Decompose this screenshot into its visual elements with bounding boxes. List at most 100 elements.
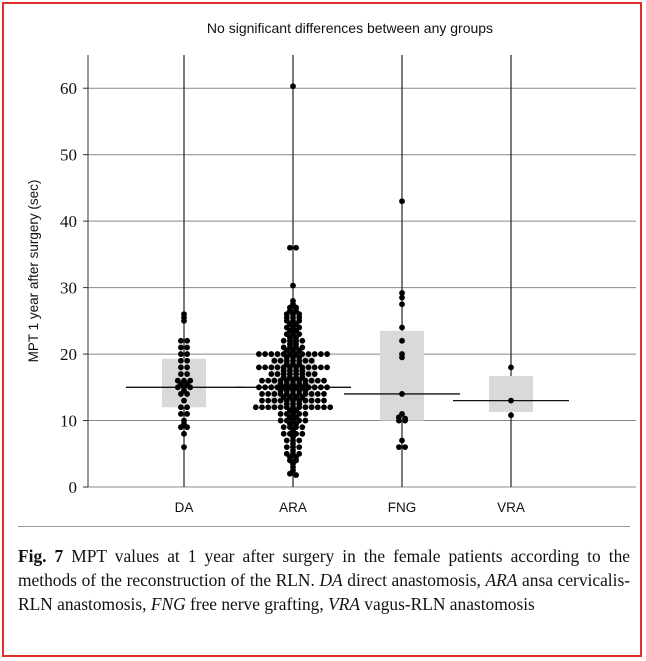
data-point — [302, 357, 309, 364]
data-point — [296, 387, 303, 394]
data-point — [259, 397, 265, 404]
data-point — [399, 198, 405, 205]
data-point — [305, 351, 312, 357]
caption-abbrev: VRA — [328, 594, 360, 614]
data-point — [265, 377, 272, 384]
data-point — [327, 404, 334, 411]
data-point — [508, 364, 514, 371]
data-point — [302, 404, 309, 411]
data-point — [280, 337, 287, 344]
data-point — [287, 334, 293, 341]
data-point — [274, 351, 281, 357]
data-point — [283, 387, 290, 394]
data-point — [299, 367, 306, 374]
y-axis-label: MPT 1 year after surgery (sec) — [26, 180, 41, 363]
data-point — [287, 420, 293, 427]
data-point — [299, 430, 306, 437]
data-point — [296, 401, 303, 407]
data-point — [293, 341, 299, 348]
data-point — [178, 351, 184, 357]
data-point — [178, 381, 184, 387]
data-point — [311, 371, 318, 377]
caption-abbrev: ARA — [485, 570, 518, 590]
data-point — [277, 381, 284, 387]
data-point — [290, 314, 296, 321]
data-point — [181, 430, 187, 437]
data-point — [184, 337, 191, 344]
data-point — [283, 401, 290, 407]
data-point — [302, 410, 309, 417]
data-point — [268, 384, 275, 391]
y-tick-label: 60 — [60, 79, 77, 98]
data-point — [184, 364, 191, 371]
data-point — [318, 351, 324, 357]
data-point — [268, 371, 275, 377]
data-point — [402, 415, 408, 422]
caption-label: Fig. 7 — [18, 546, 64, 566]
data-point — [178, 371, 184, 377]
data-point — [287, 407, 293, 414]
data-point — [283, 444, 290, 451]
data-point — [290, 83, 296, 90]
data-point — [321, 377, 327, 384]
data-point — [280, 367, 287, 374]
data-point — [184, 404, 191, 411]
data-point — [293, 334, 299, 341]
caption-abbrev: DA — [319, 570, 343, 590]
data-point — [308, 404, 315, 411]
data-point — [271, 391, 278, 397]
data-point — [290, 447, 296, 454]
data-point — [287, 341, 293, 348]
caption-separator — [18, 526, 630, 527]
data-point — [308, 391, 315, 397]
data-point — [252, 404, 259, 411]
data-point — [265, 391, 272, 397]
data-point — [259, 404, 265, 411]
data-point — [290, 401, 296, 407]
data-point — [287, 454, 293, 460]
data-point — [277, 387, 284, 394]
data-point — [271, 377, 278, 384]
data-point — [296, 437, 303, 444]
data-point — [184, 351, 191, 357]
data-point — [256, 384, 262, 391]
data-point — [287, 307, 293, 314]
data-point — [178, 364, 184, 371]
data-point — [399, 301, 405, 308]
data-point — [399, 290, 405, 296]
data-point — [324, 384, 330, 391]
data-point — [290, 361, 296, 367]
data-point — [256, 364, 262, 371]
data-point — [280, 374, 287, 381]
x-category-label: VRA — [497, 500, 525, 515]
data-point — [259, 391, 265, 397]
caption-body: MPT values at 1 year after surgery in th… — [18, 546, 630, 614]
data-point — [277, 357, 284, 364]
data-point — [293, 472, 299, 478]
data-point — [296, 354, 303, 361]
iqr-box — [380, 330, 424, 421]
data-point — [308, 357, 315, 364]
data-point — [293, 394, 299, 401]
data-point — [293, 414, 299, 421]
y-tick-label: 0 — [69, 478, 78, 497]
data-point — [290, 347, 296, 354]
data-point — [293, 374, 299, 381]
data-point — [321, 397, 327, 404]
data-point — [314, 397, 321, 404]
data-point — [396, 444, 402, 451]
data-point — [311, 351, 318, 357]
y-tick-label: 30 — [60, 279, 77, 298]
data-point — [290, 387, 296, 394]
data-point — [293, 420, 299, 427]
data-point — [399, 337, 405, 344]
data-point — [262, 351, 268, 357]
data-point — [290, 354, 296, 361]
data-point — [290, 440, 296, 447]
data-point — [184, 381, 191, 387]
data-point — [178, 357, 184, 364]
data-point — [178, 404, 184, 411]
x-category-label: ARA — [279, 500, 307, 515]
data-point — [308, 397, 315, 404]
